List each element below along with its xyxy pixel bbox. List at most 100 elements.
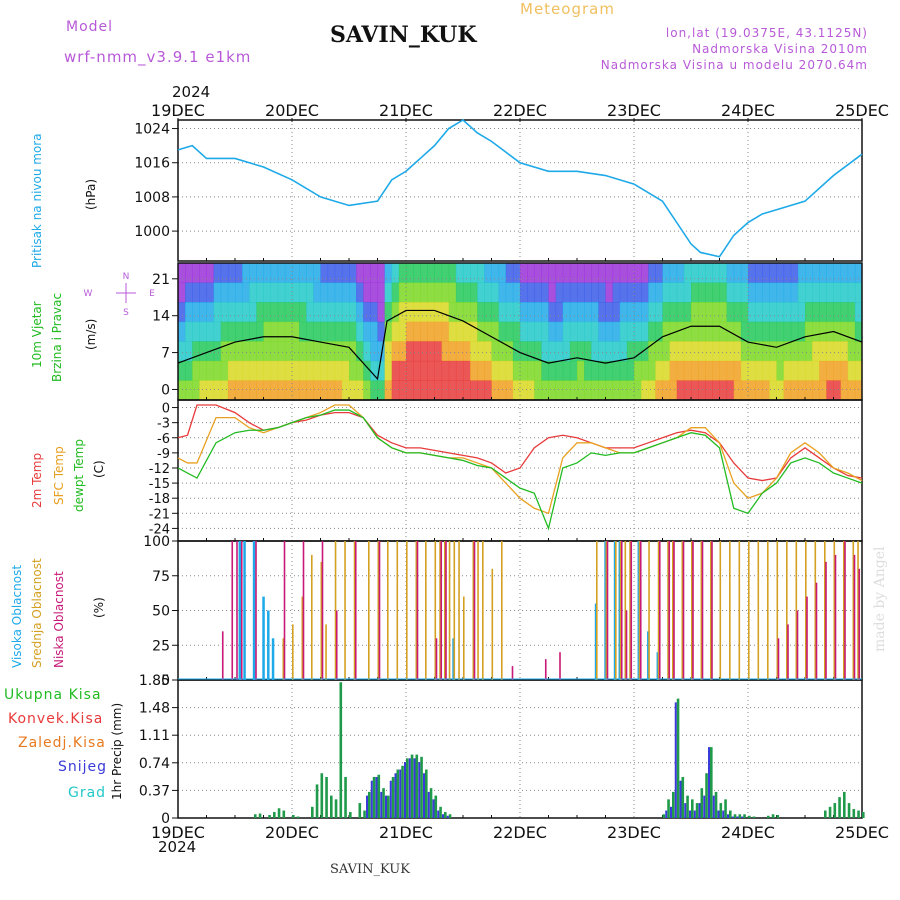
wind-field-cell (398, 321, 407, 342)
wind-field-cell (833, 360, 842, 381)
precip-legend-hail: Grad (68, 785, 107, 801)
wind-field-cell (292, 263, 300, 284)
wind-field-cell (776, 360, 785, 381)
wind-field-cell (840, 321, 849, 342)
wind-field-cell (463, 380, 471, 401)
wind-field-cell (584, 321, 592, 342)
cloud-bar-1 (824, 541, 826, 680)
precip-total-bar (425, 769, 428, 818)
wind-field-cell (705, 282, 713, 303)
wind-field-cell (242, 341, 250, 362)
y-tick-label: -12 (149, 462, 170, 477)
cloud-bar-0 (262, 596, 265, 680)
wind-field-cell (185, 360, 193, 381)
wind-field-cell (612, 263, 621, 284)
precip-snow-bar (712, 795, 715, 818)
wind-field-cell (256, 321, 264, 342)
time-label-top: 25DEC (835, 101, 889, 120)
cloud-bar-1 (301, 596, 304, 680)
precip-snow-bar (404, 762, 406, 818)
wind-field-cell (413, 302, 421, 323)
wind-field-cell (484, 321, 492, 342)
precip-snow-bar (679, 780, 682, 818)
precip-total-bar (776, 815, 780, 818)
wind-field-cell (306, 321, 314, 342)
wind-field-cell (634, 321, 642, 342)
wind-field-cell (178, 380, 186, 401)
cloud-bar-2 (221, 631, 224, 680)
precip-total-bar (296, 816, 300, 818)
wind-field-cell (712, 380, 720, 401)
precip-total-bar (391, 776, 395, 818)
wind-field-cell (213, 282, 222, 303)
wind-field-cell (548, 282, 557, 303)
wind-field-cell (192, 360, 200, 381)
wind-field-cell (605, 263, 614, 284)
wind-field-cell (448, 380, 457, 401)
wind-field-cell (577, 360, 585, 381)
wind-field-cell (427, 321, 435, 342)
cloud-bar-1 (472, 541, 475, 680)
cloud-bar-2 (777, 638, 780, 680)
wind-field-cell (562, 302, 571, 323)
wind-field-cell (676, 302, 685, 323)
wind-field-cell (591, 321, 599, 342)
wind-field-cell (299, 341, 307, 362)
wind-field-cell (584, 360, 592, 381)
wind-field-cell (505, 282, 514, 303)
wind-field-cell (356, 321, 364, 342)
wind-field-cell (534, 302, 542, 323)
cloud-bar-1 (439, 541, 441, 680)
y-tick-label: 1008 (134, 190, 170, 206)
wind-field-cell (441, 263, 450, 284)
wind-field-cell (619, 341, 628, 362)
cloud-bar-0 (271, 638, 275, 680)
precip-total-bar (710, 747, 713, 818)
wind-field-cell (698, 282, 706, 303)
precip-total-bar (325, 776, 328, 818)
cloud-bar-2 (440, 541, 443, 680)
wind-field-cell (463, 341, 471, 362)
wind-field-cell (805, 341, 813, 362)
wind-field-cell (797, 380, 806, 401)
wind-field-cell (206, 282, 215, 303)
wind-field-cell (598, 302, 606, 323)
wind-field-cell (220, 380, 229, 401)
wind-field-cell (683, 380, 692, 401)
footer-station: SAVIN_KUK (330, 862, 410, 877)
wind-field-cell (733, 341, 742, 362)
y-tick-label: -24 (149, 522, 170, 537)
wind-field-cell (334, 380, 343, 401)
wind-field-cell (705, 321, 713, 342)
wind-field-cell (548, 341, 557, 362)
wind-field-cell (413, 282, 421, 303)
wind-field-cell (292, 302, 300, 323)
wind-field-cell (263, 380, 272, 401)
wind-field-cell (406, 321, 414, 342)
cloud-bar-1 (638, 541, 641, 680)
wind-field-cell (826, 263, 834, 284)
wind-field-cell (726, 263, 735, 284)
wind-field-cell (797, 282, 806, 303)
cloud-bar-2 (378, 541, 381, 680)
wind-field-cell (427, 282, 435, 303)
y-tick-label: 7 (161, 346, 170, 362)
wind-field-cell (783, 341, 792, 362)
wind-field-cell (356, 341, 364, 362)
panel-frame-pressure (177, 119, 863, 262)
wind-field-cell (562, 263, 571, 284)
wind-field-cell (555, 321, 564, 342)
wind-field-cell (206, 263, 215, 284)
cloud-bar-2 (473, 541, 476, 680)
y-tick-label: 100 (143, 534, 170, 550)
wind-field-cell (740, 360, 749, 381)
precip-total-bar (320, 773, 324, 818)
wind-field-cell (726, 302, 735, 323)
wind-field-cell (227, 321, 236, 342)
wind-field-cell (406, 302, 414, 323)
wind-field-cell (577, 380, 585, 401)
wind-field-cell (327, 263, 336, 284)
compass-n: N (123, 272, 130, 282)
wind-field-cell (220, 360, 229, 381)
wind-field-cell (463, 321, 471, 342)
